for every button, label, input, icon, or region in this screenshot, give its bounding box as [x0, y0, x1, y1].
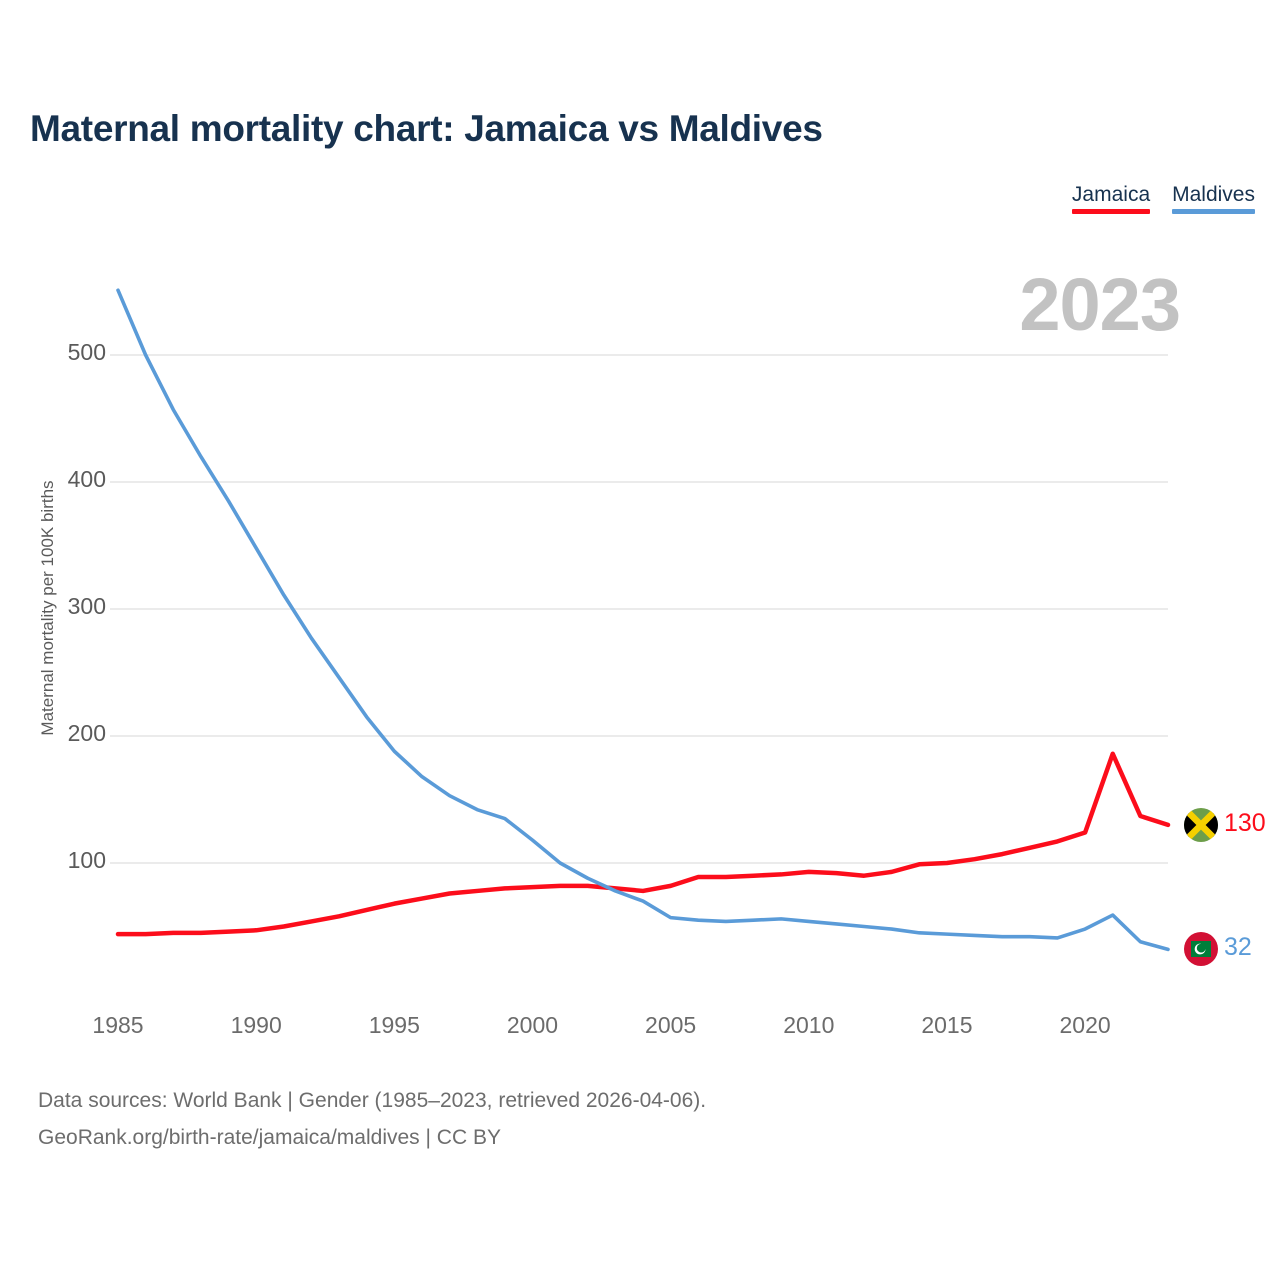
series-lines: [115, 288, 1171, 952]
legend-item-jamaica[interactable]: Jamaica: [1071, 183, 1151, 215]
gridlines: [110, 354, 1168, 864]
end-label-jamaica: 130: [1224, 808, 1266, 837]
x-tick-label: 2005: [645, 1012, 697, 1038]
x-tick-label: 1985: [92, 1012, 144, 1038]
chart-legend: Jamaica Maldives: [1071, 183, 1255, 215]
y-tick-label: 200: [67, 720, 106, 746]
x-tick-label: 1990: [230, 1012, 282, 1038]
legend-swatch-maldives: [1172, 209, 1255, 215]
footer-attribution: GeoRank.org/birth-rate/jamaica/maldives …: [38, 1126, 501, 1149]
series-line-maldives: [116, 288, 1170, 952]
x-tick-label: 2000: [506, 1012, 559, 1038]
series-line-jamaica: [115, 751, 1171, 937]
legend-swatch-jamaica: [1071, 209, 1151, 215]
legend-label-jamaica: Jamaica: [1071, 183, 1151, 206]
x-tick-label: 2010: [783, 1012, 835, 1038]
y-tick-label: 500: [67, 339, 106, 365]
legend-label-maldives: Maldives: [1172, 183, 1255, 206]
y-tick-label: 100: [67, 847, 106, 873]
end-label-maldives: 32: [1224, 933, 1252, 962]
x-tick-label: 1995: [368, 1012, 420, 1038]
page-title: Maternal mortality chart: Jamaica vs Mal…: [30, 108, 823, 149]
legend-item-maldives[interactable]: Maldives: [1172, 183, 1255, 215]
footer-data-source: Data sources: World Bank | Gender (1985–…: [38, 1089, 707, 1112]
year-watermark: 2023: [1019, 263, 1181, 346]
y-tick-label: 300: [67, 593, 106, 619]
x-tick-label: 2015: [921, 1012, 973, 1038]
jamaica-flag-icon: [1184, 807, 1218, 842]
x-tick-label: 2020: [1059, 1012, 1111, 1038]
y-tick-label: 400: [67, 466, 106, 492]
maldives-flag-icon: [1184, 932, 1218, 967]
